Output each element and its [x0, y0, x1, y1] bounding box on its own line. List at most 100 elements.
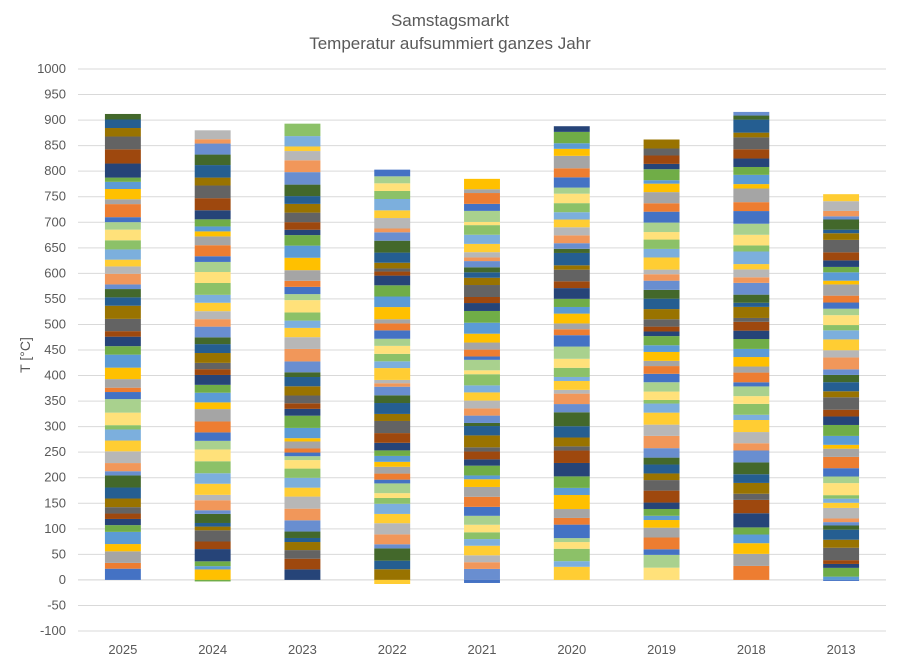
bar-segment: [104, 163, 141, 178]
bar-segment: [553, 376, 590, 381]
bar-segment: [733, 339, 770, 349]
bar-segment: [553, 168, 590, 178]
bar-segment: [284, 348, 321, 362]
bar-segment: [823, 357, 860, 370]
x-tick-label: 2025: [108, 642, 137, 657]
bar-segment: [284, 542, 321, 551]
bar-segment: [374, 479, 411, 484]
bar-segment: [553, 367, 590, 377]
bar-segment: [374, 232, 411, 241]
bar-segment: [823, 444, 860, 449]
bar-segment: [643, 520, 680, 528]
bar-segment: [284, 468, 321, 478]
bar-segment: [284, 438, 321, 442]
bar-segment: [733, 269, 770, 278]
bar-segment: [464, 385, 500, 393]
bar-segment: [464, 447, 500, 452]
bar-segment: [643, 448, 680, 458]
bar-segment: [464, 322, 500, 334]
bar-segment: [194, 374, 231, 385]
bar-segment: [733, 188, 770, 203]
bar-segment: [823, 194, 860, 202]
bar-segment: [553, 542, 590, 549]
bar-segment: [464, 333, 500, 343]
bar-segment: [464, 486, 500, 497]
bar-segment: [104, 336, 141, 347]
bar-segment: [464, 272, 500, 278]
bar-segment: [733, 184, 770, 189]
bar-segment: [553, 437, 590, 447]
bar-segment: [104, 217, 141, 223]
bar-segment: [464, 496, 500, 507]
bar-segment: [823, 315, 860, 326]
bar-segment: [464, 225, 500, 235]
bar-segment: [194, 402, 231, 410]
x-tick-label: 2022: [378, 642, 407, 657]
bar-segment: [284, 508, 321, 521]
bar-segment: [104, 297, 141, 306]
bar-segment: [643, 351, 680, 361]
bar-segment: [733, 403, 770, 415]
bar-segment: [733, 317, 770, 322]
bar-segment: [823, 416, 860, 425]
bar-segment: [284, 477, 321, 488]
bar-segment: [823, 308, 860, 316]
bar-segment: [823, 325, 860, 331]
bar-segment: [464, 189, 500, 194]
bar-segment: [374, 383, 411, 387]
bar-segment: [553, 450, 590, 463]
bar-segment: [733, 382, 770, 387]
bar-segment: [284, 487, 321, 497]
bar-segment: [823, 374, 860, 383]
bar-segment: [733, 534, 770, 544]
bar-segment: [284, 146, 321, 152]
bar-segment: [284, 222, 321, 230]
bar-segment: [104, 128, 141, 137]
bar-segment: [823, 201, 860, 211]
bar-segment: [643, 403, 680, 413]
bar-segment: [284, 245, 321, 258]
bar-segment: [464, 277, 500, 286]
bar-segment: [464, 374, 500, 386]
bar-segment: [643, 480, 680, 491]
bar-segment: [194, 337, 231, 345]
x-tick-label: 2013: [827, 642, 856, 657]
y-tick-label: 300: [44, 419, 66, 434]
bar-segment: [823, 339, 860, 351]
y-axis-label: T [°C]: [17, 337, 33, 373]
bar-segment: [374, 330, 411, 339]
bar-segment: [284, 427, 321, 439]
bar-segment: [194, 473, 231, 484]
bar-segment: [733, 513, 770, 528]
y-tick-label: 700: [44, 214, 66, 229]
bar-segment: [643, 163, 680, 170]
bar-segment: [284, 320, 321, 328]
bar-segment: [284, 212, 321, 223]
bar-segment: [104, 498, 141, 508]
bar-segment: [823, 468, 860, 477]
bar-segment: [464, 252, 500, 258]
bar-segment-negative: [194, 579, 231, 582]
bar-segment: [194, 384, 231, 393]
bar-segment: [104, 518, 141, 526]
bar-segment: [104, 189, 141, 200]
bar-segment: [104, 507, 141, 514]
bar-segment: [553, 487, 590, 495]
bar-segment: [194, 500, 231, 511]
bar-segment: [733, 474, 770, 483]
bar-segment: [553, 412, 590, 427]
bar-segment: [284, 337, 321, 349]
bar-segment: [643, 382, 680, 392]
bar-segment: [643, 257, 680, 270]
bar-segment: [374, 473, 411, 480]
bar-segment: [643, 232, 680, 240]
bar-segment: [464, 415, 500, 423]
bar-segment: [643, 549, 680, 555]
bar-segment: [643, 203, 680, 212]
bar-segment: [643, 360, 680, 367]
bar-segment: [194, 143, 231, 155]
bar-segment: [643, 464, 680, 474]
bar-segment: [733, 111, 770, 116]
bar-segment: [104, 305, 141, 319]
bar-segment: [823, 518, 860, 523]
